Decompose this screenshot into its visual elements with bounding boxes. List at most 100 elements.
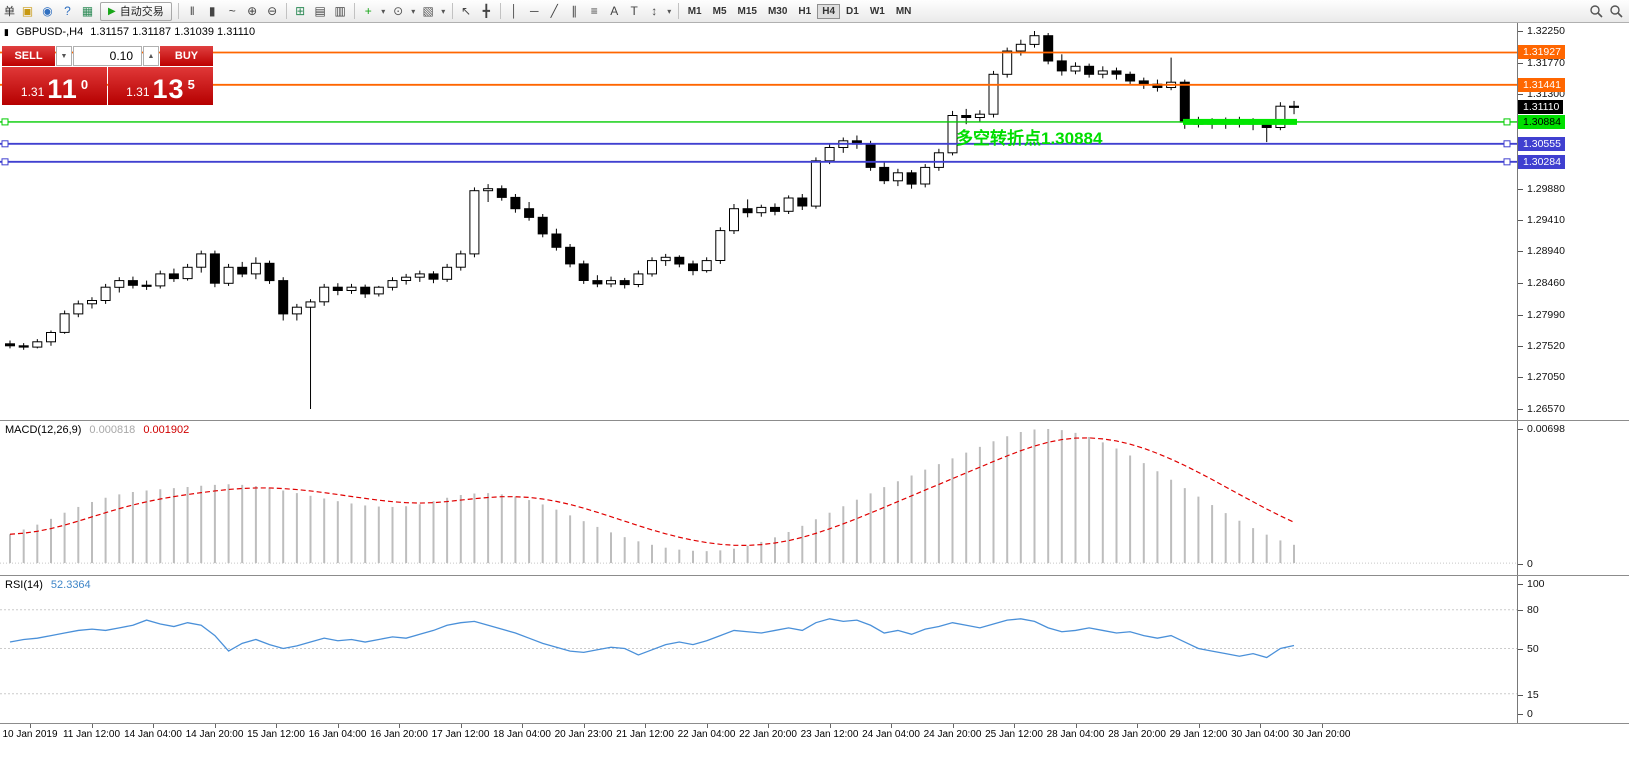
buy-price-sup: 5 [187, 77, 195, 92]
new-chart-icon[interactable]: ▣ [21, 4, 34, 18]
price-scale-label: 1.31770 [1527, 56, 1565, 69]
candle-icon: ▮ [4, 26, 9, 37]
time-axis-label: 14 Jan 04:00 [124, 729, 182, 740]
scale-tick [1518, 220, 1523, 221]
order-type-dropdown[interactable]: ▼ [56, 46, 72, 66]
time-axis-label: 22 Jan 20:00 [739, 729, 797, 740]
periods-icon-dropdown[interactable]: ▾ [411, 6, 416, 16]
arrows-icon[interactable]: ↕ [651, 4, 658, 18]
line-handle [1, 158, 9, 166]
time-axis-label: 11 Jan 12:00 [62, 729, 121, 740]
sell-price-button[interactable]: 1.31 11 0 [2, 67, 107, 105]
templates-icon-dropdown[interactable]: ▾ [441, 6, 446, 16]
timeframe-m30-button[interactable]: M30 [767, 5, 788, 17]
horizontal-line-icon[interactable]: ─ [529, 4, 539, 18]
time-axis-label: 14 Jan 20:00 [185, 729, 244, 740]
market-watch-icon[interactable]: ▦ [81, 4, 94, 18]
search-plus-icon[interactable] [1586, 2, 1605, 21]
indicators-icon-dropdown[interactable]: ▾ [381, 6, 386, 16]
timeframe-h4-button[interactable]: H4 [817, 3, 841, 19]
equidistant-channel-icon[interactable]: ∥ [571, 4, 578, 18]
line-handle [1, 140, 9, 148]
fibonacci-icon[interactable]: ≡ [590, 4, 598, 18]
price-chart-canvas[interactable] [0, 23, 1517, 420]
ohlc-values: 1.31157 1.31187 1.31039 1.31110 [90, 26, 256, 38]
chart-ohlc-info: ▮ GBPUSD-,H4 1.31157 1.31187 1.31039 1.3… [4, 26, 255, 38]
price-scale[interactable]: 1.32250 1.31770 1.31300 1.29880 1.29410 1.289… [1517, 23, 1629, 420]
macd-indicator-pane: MACD(12,26,9) 0.000818 0.001902 0.00698 0 [0, 420, 1629, 575]
indicators-icon[interactable]: + [364, 4, 372, 18]
line-handle [1503, 118, 1511, 126]
line-chart-icon[interactable]: ~ [228, 4, 236, 18]
macd-scale[interactable]: 0.00698 0 [1517, 421, 1629, 575]
timeframe-w1-button[interactable]: W1 [869, 5, 885, 17]
time-axis-tick [1075, 724, 1077, 728]
text-label-icon[interactable]: T [630, 4, 638, 18]
time-axis-tick [952, 724, 954, 728]
toolbar-separator [677, 3, 679, 19]
tile-windows-icon[interactable]: ⊞ [295, 4, 306, 18]
scale-tick [1518, 188, 1523, 190]
templates-icon[interactable]: ▧ [422, 4, 434, 18]
auto-trading-button[interactable]: ▶ 自动交易 [100, 1, 172, 21]
timeframe-d1-button[interactable]: D1 [846, 5, 859, 17]
time-axis-tick [706, 724, 708, 728]
sell-button[interactable]: SELL [2, 46, 55, 66]
arrows-icon-dropdown[interactable]: ▾ [667, 6, 672, 16]
time-axis-label: 28 Jan 04:00 [1046, 729, 1105, 740]
lot-increase-button[interactable]: ▲ [143, 46, 159, 66]
timeframe-h1-button[interactable]: H1 [798, 5, 812, 17]
periods-icon[interactable]: ⊙ [393, 4, 404, 18]
rsi-canvas[interactable] [0, 576, 1517, 723]
vertical-line-icon[interactable]: │ [510, 4, 518, 18]
text-icon[interactable]: A [610, 4, 619, 18]
macd-label: MACD(12,26,9) 0.000818 0.001902 [5, 424, 189, 436]
time-axis-tick [522, 724, 523, 728]
thick-support-segment [1183, 118, 1297, 125]
rsi-scale-label: 15 [1527, 688, 1539, 701]
scale-tick [1518, 314, 1523, 316]
new-order-label-fragment[interactable]: 单 [4, 6, 15, 18]
price-scale-label: 1.32250 [1527, 25, 1565, 37]
line-handle [1503, 158, 1511, 166]
tile-horizontal-icon[interactable]: ▥ [334, 4, 346, 18]
scale-tick [1518, 409, 1523, 410]
help-icon[interactable]: ? [64, 4, 71, 18]
timeframe-m5-button[interactable]: M5 [712, 5, 727, 17]
rsi-scale-label: 0 [1527, 708, 1533, 720]
cursor-icon[interactable]: ↖ [461, 4, 472, 18]
toolbar-separator [353, 3, 355, 19]
macd-canvas[interactable] [0, 421, 1517, 575]
timeframe-m1-button[interactable]: M1 [687, 5, 702, 17]
search-icon[interactable] [1606, 2, 1625, 21]
zoom-out-icon[interactable]: ⊖ [267, 4, 278, 18]
buy-price-button[interactable]: 1.31 13 5 [108, 67, 213, 105]
time-axis-label: 15 Jan 12:00 [247, 729, 305, 740]
profile-icon[interactable]: ◉ [42, 4, 53, 18]
toolbar-separator [285, 3, 287, 19]
bar-chart-icon[interactable]: ‖ [189, 4, 195, 18]
scale-tick [1518, 283, 1523, 285]
time-axis[interactable]: 10 Jan 2019 11 Jan 12:00 14 Jan 04:00 14 Ja… [0, 723, 1629, 771]
rsi-value: 52.3364 [50, 579, 91, 591]
buy-button[interactable]: BUY [160, 46, 213, 66]
time-axis-label: 16 Jan 04:00 [308, 729, 367, 740]
candlestick-chart-icon[interactable]: ▮ [208, 4, 216, 18]
macd-name: MACD(12,26,9) [5, 424, 82, 436]
timeframe-m15-button[interactable]: M15 [737, 5, 757, 17]
trendline-icon[interactable]: ╱ [550, 4, 558, 18]
rsi-scale[interactable]: 100 80 50 15 0 [1517, 576, 1629, 723]
zoom-in-icon[interactable]: ⊕ [247, 4, 258, 18]
time-axis-tick [768, 724, 769, 728]
play-icon: ▶ [108, 5, 116, 17]
timeframe-mn-button[interactable]: MN [895, 5, 912, 17]
rsi-scale-label: 80 [1527, 604, 1539, 616]
sell-price-sup: 0 [80, 77, 89, 92]
time-axis-tick [399, 724, 400, 728]
cascade-windows-icon[interactable]: ▤ [314, 4, 326, 18]
time-axis-tick [1198, 724, 1200, 728]
macd-signal-value: 0.001902 [143, 424, 190, 436]
lot-size-input[interactable] [73, 46, 142, 66]
crosshair-icon[interactable]: ╋ [482, 4, 490, 18]
time-axis-label: 29 Jan 12:00 [1169, 729, 1228, 740]
